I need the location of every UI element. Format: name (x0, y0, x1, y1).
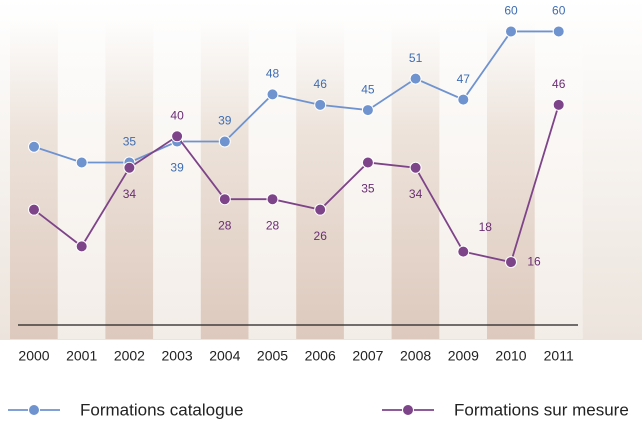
column-band (534, 20, 583, 339)
point (505, 256, 517, 269)
data-label: 46 (552, 77, 566, 91)
point (218, 193, 231, 206)
data-label: 35 (123, 135, 137, 149)
data-label: 51 (409, 51, 423, 65)
data-label: 28 (218, 218, 232, 232)
point (505, 25, 517, 38)
x-tick-label: 2005 (257, 348, 288, 364)
data-label: 60 (504, 4, 518, 18)
point (218, 135, 231, 148)
x-tick-label: 2007 (352, 348, 383, 364)
legend-label: Formations catalogue (80, 400, 243, 419)
data-label: 48 (266, 67, 280, 81)
point (409, 161, 422, 174)
series-line (33, 30, 559, 164)
data-label: 39 (170, 161, 184, 175)
column-band (10, 20, 58, 339)
column-band (200, 20, 249, 339)
data-label: 46 (314, 77, 328, 91)
column-band (391, 20, 440, 339)
point (75, 240, 88, 253)
column-band (439, 20, 488, 339)
data-label: 34 (409, 187, 423, 201)
x-tick-label: 2006 (305, 348, 336, 364)
column-band (248, 20, 297, 339)
point (28, 140, 40, 153)
legend-marker (402, 404, 414, 416)
point (552, 98, 565, 111)
point (457, 93, 470, 106)
x-tick-label: 2008 (400, 348, 431, 364)
point (457, 245, 470, 258)
point (75, 156, 88, 169)
point (28, 203, 40, 216)
point (266, 88, 279, 101)
data-label: 26 (314, 229, 328, 243)
data-label: 35 (361, 182, 375, 196)
legend-marker (28, 404, 40, 416)
column-band (153, 20, 202, 339)
x-tick-label: 2001 (66, 348, 97, 364)
x-tick-label: 2011 (544, 348, 574, 364)
column-band (487, 20, 535, 339)
column-band (57, 20, 106, 339)
data-label: 16 (527, 254, 541, 268)
x-tick-label: 2004 (209, 348, 240, 364)
x-tick-label: 2000 (18, 348, 49, 364)
data-label: 47 (457, 72, 471, 86)
point (361, 156, 374, 169)
point (266, 193, 279, 206)
data-label: 18 (479, 220, 493, 234)
data-label: 39 (218, 114, 232, 128)
data-label: 60 (552, 4, 566, 18)
x-tick-label: 2002 (114, 348, 145, 364)
x-tick-label: 2003 (162, 348, 193, 364)
point (314, 203, 327, 216)
data-label: 34 (123, 187, 137, 201)
point (123, 161, 136, 174)
column-band (296, 20, 345, 339)
data-label: 40 (170, 108, 184, 122)
point (409, 72, 422, 85)
x-tick-label: 2010 (495, 348, 526, 364)
point (552, 25, 565, 38)
point (314, 98, 327, 111)
x-tick-label: 2009 (448, 348, 479, 364)
column-band (105, 20, 154, 339)
legend-label: Formations sur mesure (454, 400, 629, 419)
data-label: 45 (361, 82, 375, 96)
data-label: 28 (266, 218, 280, 232)
series-line (33, 104, 560, 264)
point (361, 104, 374, 117)
point (171, 130, 184, 143)
